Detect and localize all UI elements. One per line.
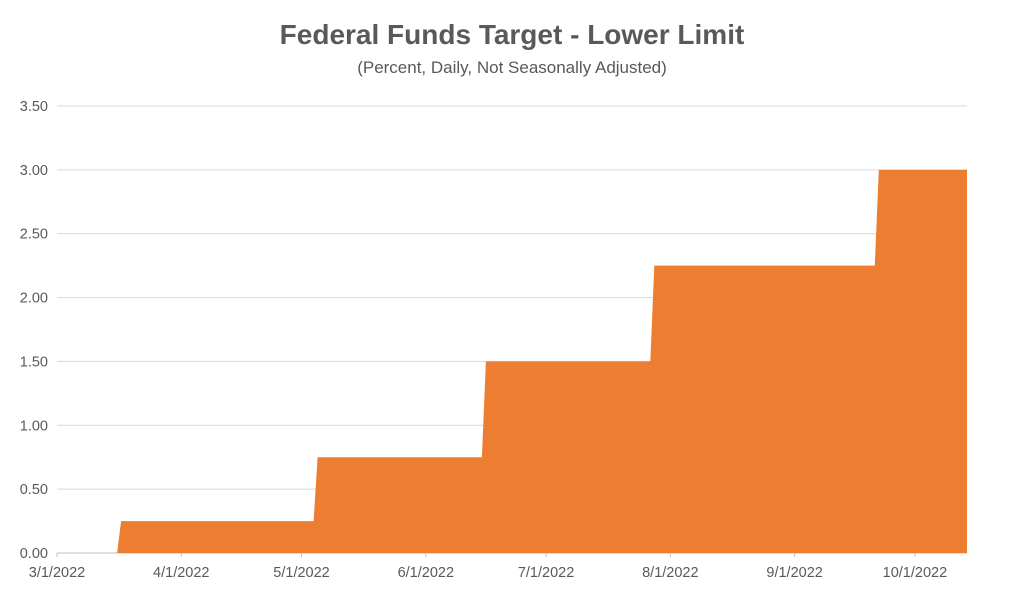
x-tick-label: 4/1/2022 [153,565,209,581]
y-tick-label: 2.50 [20,227,48,243]
y-tick-label: 3.00 [20,163,48,179]
y-tick-label: 1.50 [20,354,48,370]
area-series [57,169,967,553]
y-tick-label: 1.00 [20,418,48,434]
x-tick-label: 9/1/2022 [766,565,822,581]
x-tick-label: 8/1/2022 [642,565,698,581]
y-tick-label: 3.50 [20,99,48,115]
y-tick-label: 0.50 [20,482,48,498]
y-tick-label: 0.00 [20,546,48,562]
x-tick-label: 7/1/2022 [518,565,574,581]
x-tick-label: 6/1/2022 [398,565,454,581]
x-tick-label: 3/1/2022 [29,565,85,581]
chart-subtitle: (Percent, Daily, Not Seasonally Adjusted… [357,58,667,77]
chart-title: Federal Funds Target - Lower Limit [279,19,745,50]
x-tick-label: 10/1/2022 [883,565,948,581]
x-tick-label: 5/1/2022 [273,565,329,581]
y-tick-label: 2.00 [20,291,48,307]
